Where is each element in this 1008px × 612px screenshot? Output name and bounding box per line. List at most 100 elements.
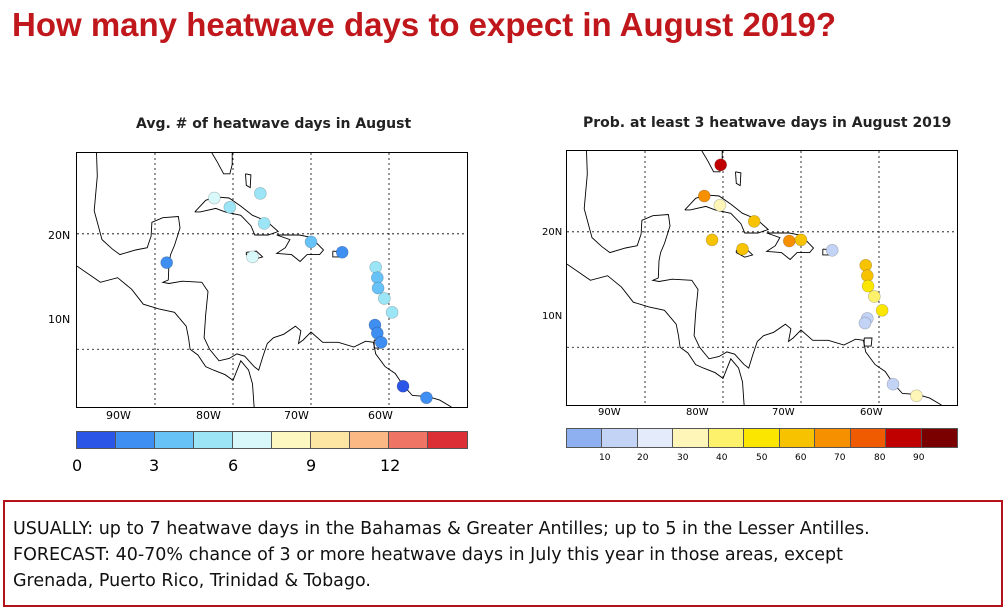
left-colorbar-swatch-2 xyxy=(155,432,194,448)
left-map-station-marker-11 xyxy=(378,292,391,305)
left-map-station-marker-7 xyxy=(160,256,173,269)
left-cb-label-3: 3 xyxy=(149,456,160,475)
summary-box: USUALLY: up to 7 heatwave days in the Ba… xyxy=(3,500,1003,607)
right-map-station-marker-4 xyxy=(736,242,749,256)
left-map-coast-hispaniola xyxy=(275,234,325,263)
left-map-station-marker-12 xyxy=(385,306,399,319)
right-map-station-marker-0 xyxy=(714,158,727,172)
right-map-station-marker-13 xyxy=(875,304,889,317)
right-lon-label-60w: 60W xyxy=(860,407,883,418)
right-map-station-marker-11 xyxy=(861,279,875,293)
left-colorbar-swatch-3 xyxy=(194,432,233,448)
right-colorbar-swatch-6 xyxy=(779,429,816,447)
right-map-station-marker-16 xyxy=(886,377,900,391)
left-lat-label-20n: 20N xyxy=(48,229,71,242)
left-map-station-marker-15 xyxy=(374,336,388,349)
left-cb-label-9: 9 xyxy=(306,456,317,475)
right-map-station-marker-15 xyxy=(858,316,872,330)
left-map-station-marker-10 xyxy=(371,281,385,295)
summary-line-forecast: FORECAST: 40-70% chance of 3 or more hea… xyxy=(13,545,844,565)
right-map-station-marker-2 xyxy=(713,198,727,212)
left-lat-label-10n: 10N xyxy=(48,313,71,326)
left-map-title: Avg. # of heatwave days in August xyxy=(136,116,412,132)
left-map-station-marker-2 xyxy=(207,191,221,205)
right-lat-label-10n: 10N xyxy=(542,311,563,322)
right-cb-label-20: 20 xyxy=(637,453,649,463)
right-colorbar-swatch-2 xyxy=(637,429,674,447)
right-map-coast-trinidad xyxy=(863,337,873,347)
left-lon-label-70w: 70W xyxy=(284,409,309,422)
right-colorbar-swatch-10 xyxy=(921,429,957,447)
left-cb-label-6: 6 xyxy=(228,456,239,475)
left-colorbar-swatch-5 xyxy=(272,432,311,448)
right-map-station-marker-5 xyxy=(747,215,761,228)
summary-line-usually: USUALLY: up to 7 heatwave days in the Ba… xyxy=(13,519,870,539)
left-colorbar-swatch-0 xyxy=(77,432,116,448)
right-lon-label-90w: 90W xyxy=(598,407,621,418)
left-map-coast-florida xyxy=(211,153,233,175)
right-map xyxy=(566,150,958,406)
right-colorbar-swatch-5 xyxy=(744,429,780,447)
left-map-station-marker-17 xyxy=(420,391,433,405)
left-map-station-marker-0 xyxy=(254,187,267,200)
right-lon-label-70w: 70W xyxy=(772,407,795,418)
right-map-title: Prob. at least 3 heatwave days in August… xyxy=(583,115,952,131)
right-cb-label-30: 30 xyxy=(677,453,689,463)
page-title: How many heatwave days to expect in Augu… xyxy=(12,6,837,43)
right-map-station-marker-12 xyxy=(868,290,881,303)
right-map-coast-cuba xyxy=(684,194,770,234)
right-colorbar-swatch-8 xyxy=(850,429,887,447)
left-lon-label-60w: 60W xyxy=(368,409,393,422)
right-cb-label-80: 80 xyxy=(874,453,886,463)
right-map-station-marker-6 xyxy=(783,234,796,248)
right-colorbar-swatch-9 xyxy=(886,429,922,447)
right-cb-label-70: 70 xyxy=(834,453,846,463)
right-map-station-marker-8 xyxy=(825,243,839,257)
right-colorbar-swatch-4 xyxy=(708,429,745,447)
right-map-coast-andros xyxy=(735,171,742,187)
left-map-station-marker-8 xyxy=(369,261,383,274)
right-cb-label-10: 10 xyxy=(599,453,611,463)
left-map-station-marker-3 xyxy=(223,200,237,214)
right-colorbar-swatch-3 xyxy=(673,429,709,447)
right-cb-label-60: 60 xyxy=(795,453,807,463)
left-map-coast-pacific xyxy=(77,265,255,407)
left-colorbar-swatch-6 xyxy=(311,432,350,448)
right-lat-label-20n: 20N xyxy=(542,227,563,238)
left-map-station-marker-1 xyxy=(246,250,259,264)
left-map-station-marker-4 xyxy=(257,217,271,230)
left-colorbar-swatch-4 xyxy=(233,432,272,448)
right-colorbar-swatch-0 xyxy=(567,429,603,447)
left-colorbar-swatch-8 xyxy=(389,432,428,448)
left-cb-label-12: 12 xyxy=(380,456,401,475)
right-cb-label-40: 40 xyxy=(716,453,728,463)
left-colorbar-swatch-7 xyxy=(350,432,389,448)
right-map-station-marker-9 xyxy=(859,259,873,272)
left-cb-label-0: 0 xyxy=(72,456,83,475)
left-colorbar xyxy=(76,431,468,449)
right-map-station-marker-7 xyxy=(794,233,808,247)
right-colorbar-swatch-7 xyxy=(815,429,851,447)
right-map-svg xyxy=(567,151,957,405)
left-colorbar-swatch-9 xyxy=(428,432,467,448)
left-map-station-marker-5 xyxy=(304,235,318,249)
left-colorbar-swatch-1 xyxy=(116,432,155,448)
left-lon-label-90w: 90W xyxy=(106,409,131,422)
summary-line-except: Grenada, Puerto Rico, Trinidad & Tobago. xyxy=(13,571,371,591)
right-map-station-marker-3 xyxy=(705,233,719,247)
left-map-station-marker-6 xyxy=(335,245,349,259)
right-colorbar-swatch-1 xyxy=(602,429,638,447)
right-map-coast-hispaniola xyxy=(765,232,815,261)
left-map-coast-mexico-gulf xyxy=(93,153,452,407)
left-map xyxy=(76,152,468,408)
right-map-station-marker-1 xyxy=(697,189,711,203)
right-map-coast-mexico-gulf xyxy=(583,151,942,405)
left-lon-label-80w: 80W xyxy=(196,409,221,422)
right-cb-label-50: 50 xyxy=(756,453,768,463)
left-map-coast-andros xyxy=(245,173,252,189)
left-map-station-marker-16 xyxy=(396,379,410,393)
left-map-coast-jamaica xyxy=(245,250,264,260)
right-map-coast-pacific xyxy=(567,263,745,405)
left-map-coast-cuba xyxy=(194,196,280,236)
right-colorbar xyxy=(566,428,958,448)
